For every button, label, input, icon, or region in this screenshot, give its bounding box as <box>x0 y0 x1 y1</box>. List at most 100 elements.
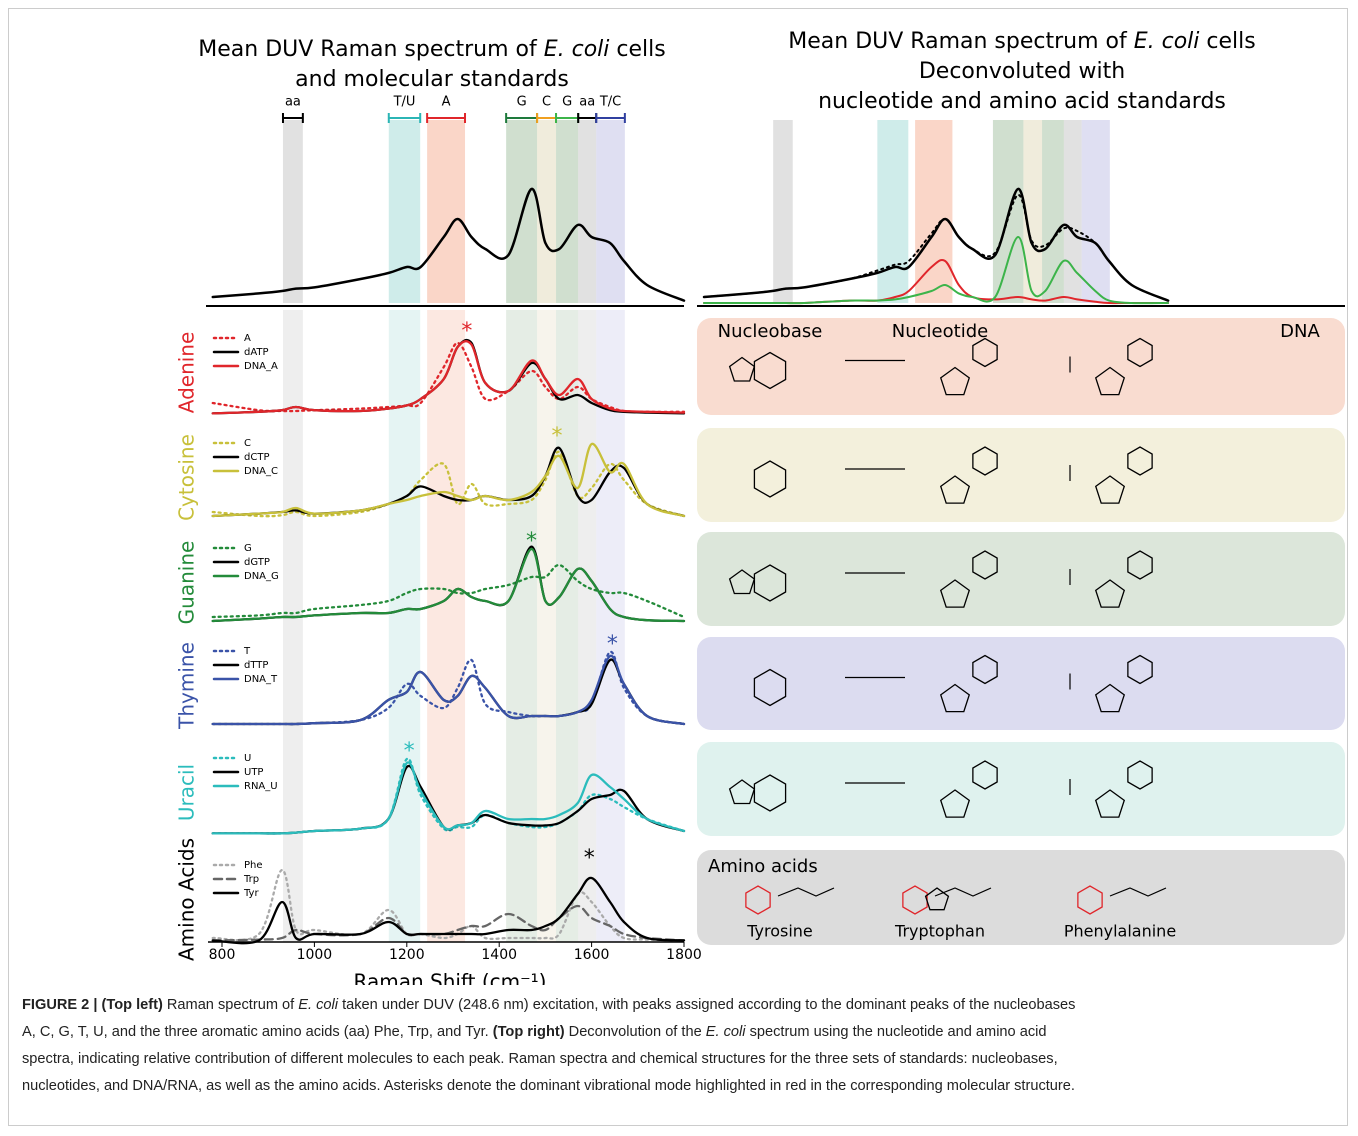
band-bracket <box>387 113 422 123</box>
peak-band <box>537 310 557 942</box>
ring <box>972 446 998 476</box>
peak-band <box>282 120 303 303</box>
peak-band <box>556 120 579 303</box>
structure-box <box>697 318 1345 415</box>
spectrum <box>211 187 686 302</box>
ring <box>1094 789 1126 818</box>
peak-band <box>556 310 579 942</box>
spectrum <box>211 442 686 518</box>
band-label: G <box>562 95 572 110</box>
y-axis-label: Adenine <box>175 332 199 414</box>
side-chain <box>1109 887 1167 897</box>
ring <box>753 774 787 812</box>
caption-text: FIGURE 2 | <box>22 997 102 1013</box>
peak-asterisk: * <box>551 424 562 449</box>
peak-band <box>427 120 466 303</box>
ring <box>1094 683 1126 713</box>
legend-label: Trp <box>243 874 259 885</box>
ring <box>1127 654 1153 685</box>
ring <box>939 579 971 608</box>
peak-band <box>388 310 421 942</box>
caption-line: spectra, indicating relative contributio… <box>22 1046 1075 1073</box>
band-bracket <box>595 113 626 123</box>
spectrum <box>211 654 686 726</box>
title-part: Mean DUV Raman spectrum of <box>198 37 543 62</box>
title-part: and molecular standards <box>295 67 569 92</box>
band-label: aa <box>579 95 595 110</box>
ring <box>1127 760 1153 790</box>
x-tick-label: 800 <box>209 947 236 963</box>
spectrum <box>211 340 686 415</box>
legend-label: DNA_G <box>244 571 279 582</box>
structure-box <box>697 742 1345 836</box>
peak-band <box>773 120 793 303</box>
band-label: T/C <box>599 95 621 110</box>
legend-label: DNA_T <box>244 674 278 685</box>
spectrum <box>703 193 1170 302</box>
band-label: aa <box>285 95 301 110</box>
band-bracket <box>426 113 467 123</box>
structure-box <box>697 428 1345 522</box>
legend-label: dCTP <box>244 452 269 463</box>
amino-name: Tyrosine <box>746 922 813 941</box>
spectrum <box>211 547 686 623</box>
peak-band <box>1063 120 1082 303</box>
legend-label: dGTP <box>244 557 270 568</box>
spectrum <box>211 450 686 518</box>
legend-label: dTTP <box>244 660 268 671</box>
ring <box>745 885 771 915</box>
peak-asterisk: * <box>404 739 415 764</box>
spectrum <box>211 876 686 945</box>
ring <box>972 760 998 790</box>
ring <box>902 885 928 915</box>
caption-text: taken under DUV (248.6 nm) excitation, w… <box>338 997 1076 1013</box>
legend-label: DNA_C <box>244 466 278 477</box>
ring <box>753 564 787 602</box>
peak-band <box>388 120 421 303</box>
caption-text: Deconvolution of the <box>564 1024 706 1040</box>
ring <box>728 779 756 805</box>
peak-asterisk: * <box>584 846 595 871</box>
y-axis-label: Uracil <box>175 764 199 821</box>
ring <box>939 475 971 504</box>
peak-band <box>427 310 466 942</box>
ring <box>972 337 998 368</box>
caption-text: (Top right) <box>492 1024 565 1040</box>
legend-label: RNA_U <box>244 781 278 792</box>
caption-text: A, C, G, T, U, and the three aromatic am… <box>22 1024 493 1040</box>
y-axis-label: Thymine <box>175 642 199 730</box>
peak-asterisk: * <box>607 632 618 657</box>
caption-text: E. coli <box>298 997 339 1013</box>
ring <box>1127 550 1153 580</box>
legend-label: Tyr <box>243 888 259 899</box>
legend-label: UTP <box>244 767 263 778</box>
ring <box>753 668 787 707</box>
caption-line: nucleotides, and DNA/RNA, as well as the… <box>22 1073 1075 1100</box>
ring <box>924 887 950 911</box>
x-tick-label: 1600 <box>574 947 610 963</box>
ring <box>972 654 998 685</box>
ring <box>1094 579 1126 608</box>
caption-text: (Top left) <box>101 997 163 1013</box>
peak-band <box>915 120 953 303</box>
structure-box <box>697 850 1345 945</box>
structure-box <box>697 637 1345 730</box>
side-chain <box>777 887 835 897</box>
ring <box>1094 475 1126 504</box>
ring <box>1077 885 1103 915</box>
legend-label: U <box>244 753 251 764</box>
legend-label: C <box>244 438 251 449</box>
peak-band <box>877 120 909 303</box>
title-part: E. coli <box>544 37 610 62</box>
ring <box>728 569 756 595</box>
peak-band <box>596 120 625 303</box>
side-chain <box>934 887 992 897</box>
ring <box>728 356 756 382</box>
ring <box>1094 366 1126 396</box>
y-axis-label: Cytosine <box>175 434 199 521</box>
chart-title: and molecular standards <box>295 67 569 92</box>
caption-text: Raman spectrum of <box>162 997 299 1013</box>
title-part: E. coli <box>1134 29 1200 54</box>
legend-label: DNA_A <box>244 361 278 372</box>
